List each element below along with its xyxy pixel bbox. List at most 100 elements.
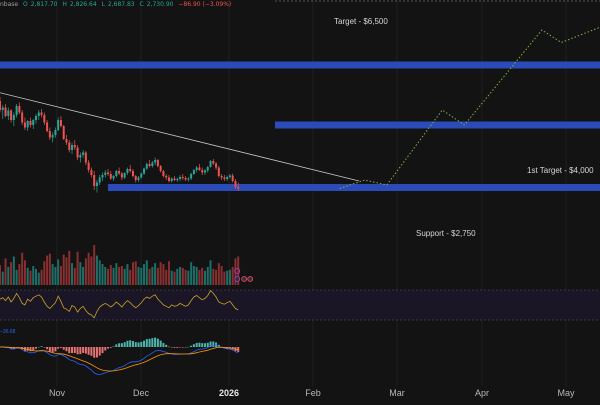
macd-histogram-bar <box>206 342 209 347</box>
macd-histogram-bar <box>46 347 49 350</box>
volume-bar <box>93 245 96 285</box>
macd-histogram-bar <box>73 347 76 353</box>
high-value: 2,826.64 <box>69 1 97 8</box>
candle-body <box>82 152 85 155</box>
candle-body <box>192 170 195 174</box>
candle-body <box>79 155 82 158</box>
volume-bar <box>151 266 154 285</box>
high-prefix: H <box>62 1 67 8</box>
x-tick-label: Apr <box>474 388 490 398</box>
candle-body <box>203 170 206 173</box>
candle-body <box>156 160 159 166</box>
candle-body <box>226 177 229 179</box>
volume-bar <box>46 255 49 285</box>
volume-bar <box>90 256 93 285</box>
volume-bar <box>107 268 110 285</box>
volume-bar <box>126 264 129 285</box>
volume-bar <box>167 261 170 285</box>
macd-histogram-bar <box>126 340 129 347</box>
macd-histogram-bar <box>35 347 38 349</box>
candle-body <box>228 175 231 177</box>
volume-bar <box>162 264 165 285</box>
macd-histogram-bar <box>18 347 21 348</box>
candle-body <box>206 167 209 171</box>
candle-body <box>137 177 140 180</box>
volume-bar <box>134 261 137 285</box>
volume-bar <box>59 266 62 285</box>
event-marker <box>234 276 241 282</box>
candle-body <box>165 176 168 178</box>
volume-bar <box>206 266 209 285</box>
volume-bar <box>76 251 79 285</box>
projection-path <box>339 26 600 189</box>
macd-histogram-bar <box>37 346 40 348</box>
low-prefix: L <box>101 1 105 8</box>
volume-bar <box>51 264 54 285</box>
volume-bar <box>7 266 10 285</box>
candle-body <box>170 178 173 181</box>
volume-bar <box>57 259 60 285</box>
candle-body <box>237 187 240 189</box>
macd-histogram-bar <box>112 346 115 347</box>
price-zones <box>0 0 600 191</box>
candle-body <box>90 170 93 175</box>
macd-histogram-bar <box>115 344 118 347</box>
volume-bar <box>212 268 215 285</box>
macd-histogram-bar <box>79 347 82 355</box>
macd-histogram-bar <box>87 347 90 355</box>
macd-histogram-bar <box>173 347 176 348</box>
macd-histogram-bar <box>101 347 104 354</box>
macd-histogram-bar <box>54 347 57 352</box>
candle-body <box>104 172 107 175</box>
candle-body <box>62 126 65 139</box>
macd-histogram-bar <box>123 342 126 347</box>
candle-body <box>129 169 132 171</box>
macd-histogram-bar <box>95 347 98 358</box>
volume-bar <box>215 269 218 285</box>
volume-bar <box>203 270 206 285</box>
volume-bar <box>154 263 157 285</box>
candle-body <box>59 120 62 126</box>
candle-body <box>23 122 26 128</box>
candle-body <box>21 112 24 123</box>
grid <box>56 0 567 386</box>
volume-bar <box>170 270 173 285</box>
macd-histogram-bar <box>143 340 146 347</box>
candle-body <box>134 176 137 180</box>
candle-body <box>48 131 51 138</box>
candle-body <box>109 174 112 179</box>
support-label: Support - $2,750 <box>416 229 476 238</box>
macd-histogram-bar <box>134 342 137 347</box>
ohlc-header: nbase O 2,817.70 H 2,826.64 L 2,687.83 C 2,7… <box>0 1 234 8</box>
volume-bar <box>195 266 198 285</box>
candle-body <box>159 166 162 171</box>
close-value: 2,730.90 <box>146 1 174 8</box>
exchange-name: nbase <box>0 1 19 8</box>
volume-bar <box>120 266 123 285</box>
volume-bar <box>231 266 234 285</box>
macd-histogram-bar <box>62 347 65 350</box>
volume-bar <box>228 269 231 285</box>
volume-bar <box>209 260 212 285</box>
x-tick-label: Feb <box>305 388 321 398</box>
macd-histogram-bar <box>71 347 74 354</box>
volume-bar <box>26 267 29 285</box>
volume-bar <box>192 266 195 285</box>
volume-bar <box>179 266 182 285</box>
candle-body <box>151 162 154 166</box>
volume-bar <box>82 266 85 285</box>
candle-body <box>18 106 21 113</box>
volume-bar <box>4 258 7 285</box>
candle-body <box>76 147 79 158</box>
macd-histogram-bar <box>107 347 110 349</box>
candle-body <box>4 107 7 116</box>
candle-body <box>234 181 237 187</box>
macd-histogram-bar <box>93 347 96 358</box>
volume-bars <box>0 245 240 285</box>
macd-histogram-bar <box>170 347 173 348</box>
macd-histogram-bar <box>59 347 62 348</box>
candle-body <box>148 164 151 166</box>
volume-bar <box>148 268 151 285</box>
candle-body <box>68 142 71 150</box>
